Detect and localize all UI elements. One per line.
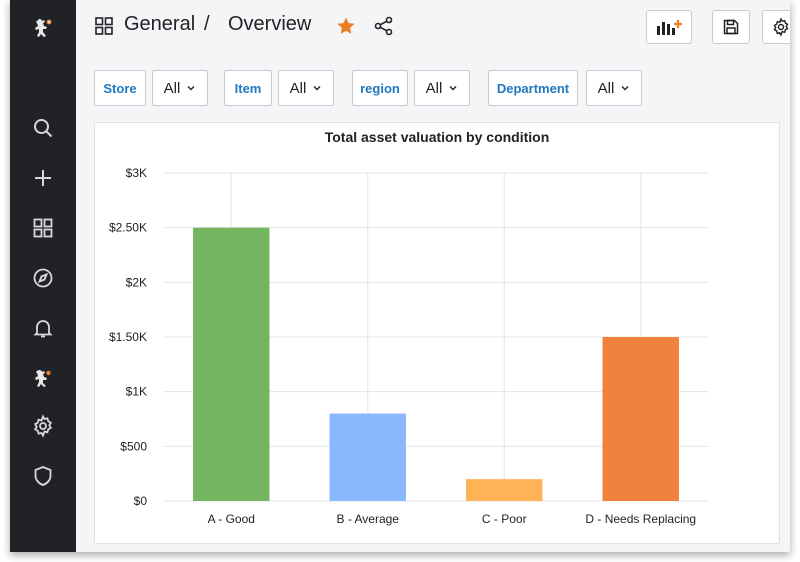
chevron-down-icon	[313, 86, 321, 91]
filter-value: All	[597, 79, 615, 97]
breadcrumb-separator: /	[204, 13, 210, 35]
bar-c-poor[interactable]	[466, 479, 543, 501]
settings-button[interactable]	[762, 10, 790, 44]
breadcrumb-folder[interactable]: General	[124, 13, 196, 35]
search-icon[interactable]	[27, 112, 59, 144]
filter-select-item[interactable]: All	[278, 70, 334, 106]
y-tick-label: $0	[134, 494, 148, 508]
star-icon[interactable]	[334, 14, 358, 38]
x-tick-label: B - Average	[337, 512, 400, 526]
explore-icon[interactable]	[27, 262, 59, 294]
save-icon	[723, 19, 739, 35]
dashboard-grid-icon	[95, 17, 113, 35]
filter-label-store: Store	[94, 70, 146, 106]
x-tick-label: C - Poor	[482, 512, 527, 526]
x-tick-label: A - Good	[208, 512, 255, 526]
filter-select-department[interactable]: All	[586, 70, 642, 106]
chart-panel[interactable]: Total asset valuation by condition $0 $50…	[94, 122, 780, 544]
filter-select-store[interactable]: All	[152, 70, 208, 106]
chevron-down-icon	[449, 86, 457, 91]
filter-label-department: Department	[488, 70, 578, 106]
filter-select-region[interactable]: All	[414, 70, 470, 106]
chevron-down-icon	[621, 86, 629, 91]
bar-a-good[interactable]	[193, 227, 270, 501]
chart-bars	[193, 227, 679, 501]
shield-icon[interactable]	[27, 460, 59, 492]
save-button[interactable]	[712, 10, 750, 44]
bar-chart: $0 $500 $1K $1.50K $2K $2.50K $3K A - Good B - …	[109, 166, 709, 526]
settings-icon	[773, 17, 789, 37]
gear-icon[interactable]	[27, 410, 59, 442]
filter-value: All	[163, 79, 181, 97]
page-title[interactable]: Overview	[228, 13, 312, 35]
bar-d-needs-replacing[interactable]	[602, 337, 679, 501]
y-tick-label: $2.50K	[109, 221, 147, 235]
y-tick-label: $3K	[126, 166, 147, 180]
sidebar	[10, 0, 76, 552]
filter-label-item: Item	[224, 70, 272, 106]
y-tick-label: $500	[120, 439, 147, 453]
app-icon[interactable]	[27, 362, 59, 394]
add-panel-icon	[657, 20, 682, 35]
y-axis-ticks: $0 $500 $1K $1.50K $2K $2.50K $3K	[109, 166, 147, 508]
dashboards-icon[interactable]	[27, 212, 59, 244]
bell-icon[interactable]	[27, 312, 59, 344]
add-panel-button[interactable]	[646, 10, 692, 44]
app-window: General / Overview Store All Item A	[10, 0, 790, 552]
topbar: General / Overview	[76, 0, 790, 56]
bar-b-average[interactable]	[329, 413, 406, 501]
filter-value: All	[425, 79, 443, 97]
y-tick-label: $2K	[126, 275, 147, 289]
y-tick-label: $1.50K	[109, 330, 147, 344]
chevron-down-icon	[187, 86, 195, 91]
share-icon[interactable]	[372, 14, 396, 38]
filter-value: All	[289, 79, 307, 97]
y-tick-label: $1K	[126, 385, 147, 399]
main-area: General / Overview Store All Item A	[76, 0, 790, 552]
plus-icon[interactable]	[27, 162, 59, 194]
x-tick-label: D - Needs Replacing	[585, 512, 696, 526]
x-axis-ticks: A - Good B - Average C - Poor D - Needs Rep…	[208, 512, 697, 526]
filter-label-region: region	[352, 70, 408, 106]
logo-icon[interactable]	[27, 12, 59, 44]
panel-title: Total asset valuation by condition	[324, 129, 550, 145]
